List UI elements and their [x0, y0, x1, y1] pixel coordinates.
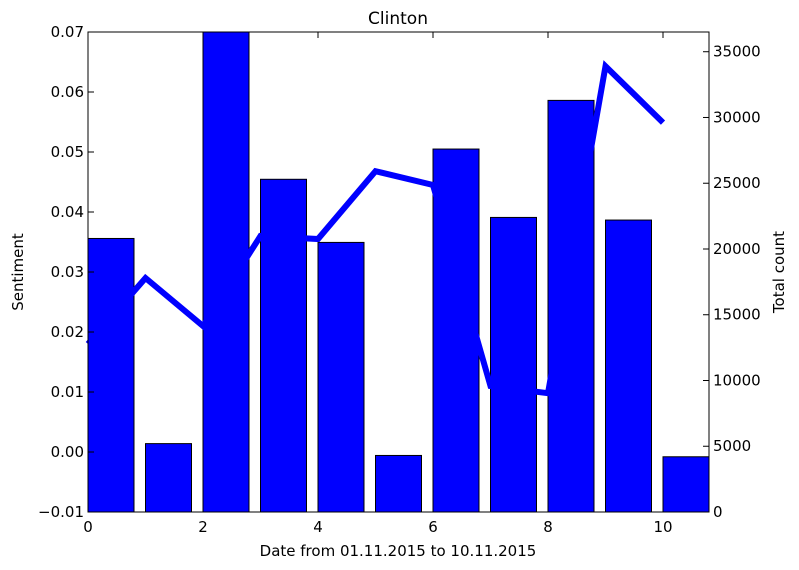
chart-title: Clinton: [368, 9, 428, 29]
y-right-tick-label: 35000: [713, 43, 761, 61]
y-left-tick-label: 0.02: [51, 323, 84, 341]
x-tick-label: 2: [198, 518, 208, 536]
y-right-tick-label: 20000: [713, 240, 761, 258]
y-right-axis-ticks: 0 5000 10000 15000 20000 25000 30000 35000: [703, 43, 761, 521]
bar: [490, 216, 537, 513]
y-left-tick-label: 0.01: [51, 383, 84, 401]
y-right-tick-label: 30000: [713, 108, 761, 126]
bar: [605, 219, 652, 513]
y-right-tick-label: 5000: [713, 437, 751, 455]
x-tick-label: 6: [428, 518, 438, 536]
sentiment-line: [85, 60, 666, 397]
y-left-tick-label: 0.00: [51, 443, 84, 461]
y-left-tick-label: 0.07: [51, 23, 84, 41]
x-tick-label: 10: [653, 518, 672, 536]
line-layer: [85, 60, 666, 397]
x-axis-label: Date from 01.11.2015 to 10.11.2015: [260, 542, 537, 560]
x-tick-label: 8: [543, 518, 553, 536]
x-tick-label: 0: [83, 518, 93, 536]
y-left-tick-label: 0.05: [51, 143, 84, 161]
bar: [375, 454, 422, 513]
y-right-tick-label: 0: [713, 503, 723, 521]
y-right-tick-label: 10000: [713, 371, 761, 389]
y-left-tick-label: 0.03: [51, 263, 84, 281]
y-left-tick-label: 0.06: [51, 83, 84, 101]
y-right-axis-label: Total count: [770, 231, 788, 314]
y-left-axis-ticks: −0.01 0.00 0.01 0.02 0.03 0.04 0.05 0.06 0.07: [38, 23, 94, 521]
bar: [662, 456, 710, 513]
bar: [317, 241, 365, 513]
bar: [145, 443, 192, 513]
y-right-tick-label: 15000: [713, 306, 761, 324]
bars-layer: [87, 31, 710, 513]
bar: [202, 31, 250, 513]
x-axis-ticks: 0 2 4 6 8 10: [83, 32, 673, 536]
x-tick-label: 4: [313, 518, 323, 536]
y-right-tick-label: 25000: [713, 174, 761, 192]
y-left-axis-label: Sentiment: [9, 233, 27, 311]
y-left-tick-label: −0.01: [38, 503, 84, 521]
bar: [260, 178, 307, 513]
bar: [87, 237, 135, 513]
y-left-tick-label: 0.04: [51, 203, 84, 221]
